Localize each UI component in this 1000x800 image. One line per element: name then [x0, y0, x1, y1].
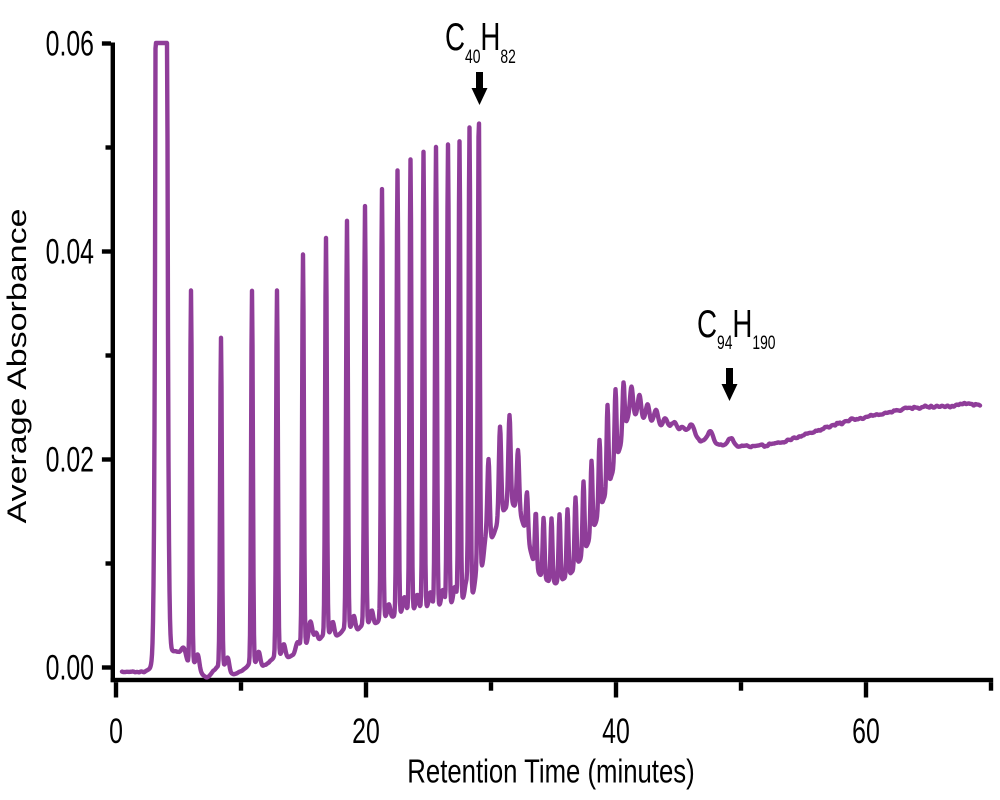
svg-text:0.04: 0.04: [46, 234, 94, 272]
svg-text:0.06: 0.06: [46, 26, 94, 64]
svg-text:40: 40: [602, 713, 630, 751]
svg-text:60: 60: [852, 713, 880, 751]
svg-text:Average Absorbance: Average Absorbance: [3, 208, 33, 523]
svg-text:Retention Time (minutes): Retention Time (minutes): [407, 754, 694, 791]
svg-text:0: 0: [109, 713, 123, 751]
svg-text:0.02: 0.02: [46, 442, 94, 480]
svg-text:0.00: 0.00: [46, 650, 94, 688]
svg-text:C40H82: C40H82: [445, 15, 516, 67]
svg-text:20: 20: [352, 713, 380, 751]
svg-text:C94H190: C94H190: [697, 302, 775, 353]
